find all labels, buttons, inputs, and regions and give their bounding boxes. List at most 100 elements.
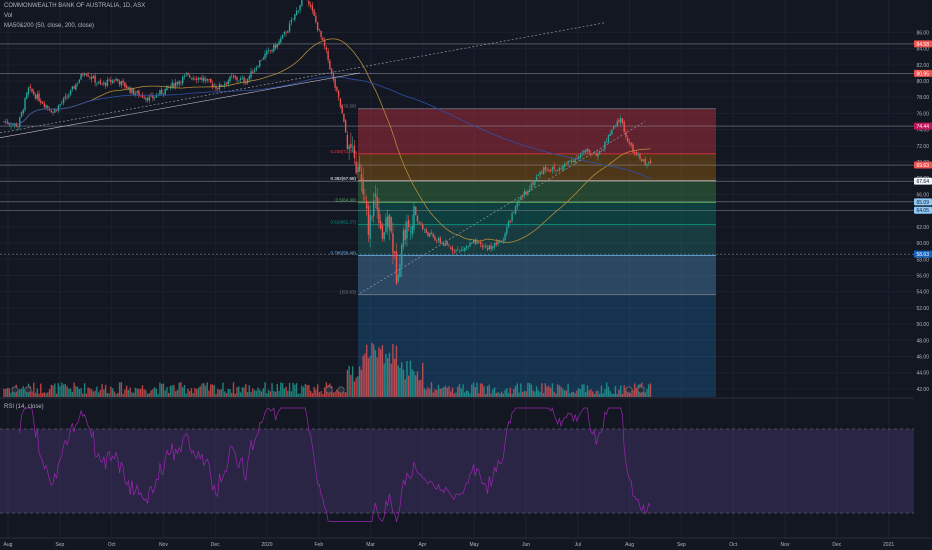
candle-body bbox=[490, 245, 492, 250]
time-tick-label: Sep bbox=[677, 542, 686, 548]
volume-bar bbox=[413, 371, 415, 397]
candle-body bbox=[598, 151, 601, 154]
candle-body bbox=[379, 221, 382, 229]
candle-body bbox=[350, 143, 352, 148]
candle-body bbox=[390, 217, 392, 232]
volume-label[interactable]: Vol bbox=[4, 13, 13, 19]
candle-body bbox=[78, 79, 81, 83]
price-tag bbox=[914, 40, 932, 48]
candle-body bbox=[441, 243, 443, 244]
candle-body bbox=[437, 238, 440, 241]
volume-bar bbox=[292, 382, 294, 397]
volume-bar bbox=[623, 385, 625, 397]
candle-body bbox=[392, 233, 394, 254]
moving-averages bbox=[3, 38, 651, 243]
candle-body bbox=[48, 109, 51, 111]
volume-bar bbox=[82, 393, 84, 397]
volume-bar bbox=[134, 387, 137, 397]
candle-body bbox=[54, 109, 56, 113]
fibonacci-retracement[interactable]: 0(76.58) 0.236(71.01) 0.382(67.68) 0.5(64.9… bbox=[330, 104, 716, 397]
candle-body bbox=[220, 84, 222, 87]
rsi-line bbox=[19, 407, 651, 523]
candle-body bbox=[131, 88, 133, 94]
candle-body bbox=[343, 113, 345, 122]
volume-bar bbox=[159, 382, 161, 397]
candles[interactable] bbox=[3, 0, 652, 286]
ma-label[interactable]: MA50&200 (50, close, 200, close) bbox=[4, 23, 95, 29]
volume-bars bbox=[3, 342, 652, 397]
candle-body bbox=[497, 240, 499, 244]
volume-bar bbox=[539, 392, 541, 397]
candle-body bbox=[604, 141, 606, 150]
candle-body bbox=[434, 236, 436, 241]
symbol-title[interactable]: COMMONWEALTH BANK OF AUSTRALIA, 1D, ASX bbox=[4, 3, 146, 9]
candle-body bbox=[556, 170, 559, 172]
volume-bar bbox=[124, 389, 126, 397]
volume-bar bbox=[132, 392, 135, 397]
candle-body bbox=[101, 83, 103, 85]
volume-bar bbox=[78, 388, 81, 397]
volume-bar bbox=[343, 392, 345, 397]
candle-body bbox=[429, 233, 431, 237]
candle-body bbox=[450, 247, 452, 249]
price-tag bbox=[914, 198, 932, 206]
candle-body bbox=[372, 200, 375, 217]
volume-bar bbox=[87, 387, 89, 397]
volume-bar bbox=[110, 386, 112, 397]
volume-bar bbox=[185, 393, 187, 397]
trend-lines[interactable] bbox=[0, 22, 646, 294]
price-tick-label: 46.00 bbox=[916, 354, 929, 360]
volume-bar bbox=[460, 388, 462, 397]
volume-bar bbox=[514, 385, 517, 397]
volume-bar bbox=[213, 385, 215, 397]
candle-body bbox=[612, 126, 615, 130]
volume-bar bbox=[148, 392, 151, 397]
candle-body bbox=[649, 160, 652, 164]
candle-body bbox=[628, 142, 631, 145]
candle-body bbox=[301, 0, 303, 6]
candle-body bbox=[605, 141, 608, 143]
volume-bar bbox=[485, 393, 487, 397]
candle-body bbox=[50, 110, 53, 113]
volume-bar bbox=[171, 385, 173, 397]
volume-bar bbox=[534, 391, 536, 397]
candle-body bbox=[113, 81, 116, 82]
volume-bar bbox=[283, 388, 286, 397]
candle-body bbox=[493, 242, 496, 248]
rsi-label[interactable]: RSI (14, close) bbox=[4, 404, 44, 410]
candle-body bbox=[118, 81, 121, 85]
volume-bar bbox=[308, 384, 310, 397]
candle-body bbox=[413, 206, 415, 230]
volume-bar bbox=[471, 384, 473, 397]
volume-bar bbox=[288, 382, 291, 397]
candle-body bbox=[199, 77, 201, 80]
volume-bar bbox=[520, 383, 522, 397]
event-markers[interactable] bbox=[11, 386, 645, 394]
volume-bar bbox=[399, 367, 401, 397]
candle-body bbox=[59, 104, 61, 106]
volume-bar bbox=[157, 393, 159, 397]
candle-body bbox=[211, 83, 214, 87]
rsi-band bbox=[0, 429, 914, 513]
time-axis[interactable]: Aug Sep Oct Nov Dec 2020 Feb Mar Apr May Jun Jul Aug… bbox=[0, 537, 932, 548]
horizontal-lines[interactable] bbox=[0, 43, 914, 255]
candle-body bbox=[423, 229, 426, 230]
volume-bar bbox=[336, 389, 338, 397]
price-axis[interactable]: 86.00 84.00 82.00 80.00 78.00 76.00 74.00 72.00… bbox=[914, 0, 932, 538]
time-tick-label: Oct bbox=[108, 542, 116, 548]
volume-bar bbox=[313, 387, 315, 397]
candle-body bbox=[146, 98, 149, 101]
volume-bar bbox=[52, 385, 54, 397]
fib-level-label: 0.236(71.01) bbox=[330, 149, 356, 154]
candle-body bbox=[82, 74, 84, 76]
volume-bar bbox=[131, 392, 133, 397]
candle-body bbox=[416, 215, 419, 222]
volume-bar bbox=[262, 388, 264, 397]
candle-body bbox=[222, 85, 224, 87]
volume-bar bbox=[174, 391, 177, 397]
volume-bar bbox=[220, 389, 222, 397]
candle-body bbox=[110, 79, 112, 83]
candle-body bbox=[313, 9, 315, 16]
